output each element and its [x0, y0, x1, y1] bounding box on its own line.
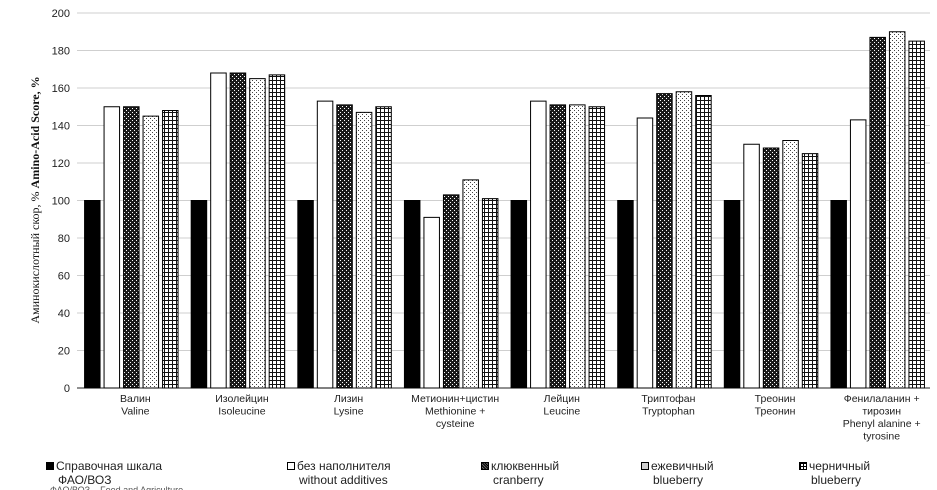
bar-dots [888, 31, 906, 389]
bar-dots [782, 140, 799, 389]
bar-dense [762, 147, 780, 389]
category-label: Lysine [334, 406, 364, 418]
y-tick-label: 80 [58, 233, 70, 245]
bar-dots [569, 104, 586, 389]
bar-grid [268, 74, 286, 389]
bar-solid [84, 200, 101, 389]
bar-grid [481, 198, 499, 389]
category-label: Tryptophan [642, 406, 695, 418]
category-label: cysteine [436, 418, 475, 430]
bar-solid [617, 200, 634, 389]
category-label: Лизин [334, 393, 363, 405]
category-label: Фенилаланин + [844, 393, 920, 405]
bar-white [423, 216, 440, 389]
y-axis-label: Аминокислотный скор, % Amino-Acid Score,… [28, 76, 42, 323]
legend-swatch [287, 462, 295, 470]
bar-dense [336, 104, 353, 389]
bar-grid [375, 106, 392, 389]
legend-label-en: without additives [299, 473, 388, 487]
category-label: Изолейцин [215, 393, 269, 405]
y-tick-label: 0 [64, 383, 70, 395]
category-label: Метионин+цистин [411, 393, 499, 405]
y-tick-label: 160 [52, 83, 70, 95]
legend-item-dots: ежевичный blueberry [641, 459, 714, 487]
bar-white [210, 72, 227, 389]
category-label: Phenyl alanine + [843, 418, 921, 430]
bar-grid [908, 40, 925, 389]
legend-label-en: blueberry [811, 473, 862, 487]
legend-label-en: cranberry [493, 473, 544, 487]
category-label: tyrosine [863, 431, 900, 443]
bar-white [743, 143, 760, 389]
bar-dots [249, 78, 266, 389]
bar-grid [162, 110, 179, 389]
footer-fragment: ФАО/ВОЗ – Food and Agriculture [50, 485, 184, 490]
y-axis-label-ru: Аминокислотный скор, % [28, 191, 42, 323]
bar-white [849, 119, 867, 389]
category-label: Треонин [755, 393, 796, 405]
bar-dense [229, 72, 247, 389]
category-label: Валин [120, 393, 151, 405]
category-label: Valine [121, 406, 150, 418]
bar-dense [549, 104, 567, 389]
bar-dense [442, 194, 460, 389]
y-tick-label: 20 [58, 346, 70, 358]
legend-label-en: blueberry [653, 473, 704, 487]
category-label: Isoleucine [218, 406, 265, 418]
legend-swatch [799, 462, 807, 470]
legend-label-en: ФАО/ВОЗ [58, 473, 112, 487]
y-tick-label: 120 [52, 158, 70, 170]
legend-swatch [481, 462, 489, 470]
category-label: Methionine + [425, 406, 485, 418]
y-axis-label-en: Amino-Acid Score, % [28, 76, 42, 188]
legend-label: ежевичный [651, 459, 714, 473]
category-label: тирозин [862, 406, 901, 418]
bar-solid [723, 200, 741, 389]
bar-grid [588, 106, 606, 389]
category-label: Триптофан [641, 393, 695, 405]
legend-label: черничный [809, 459, 871, 473]
bar-dots [142, 115, 160, 389]
y-tick-label: 60 [58, 271, 70, 283]
bar-white [103, 106, 121, 389]
legend-item-dense: клюквенный cranberry [481, 459, 559, 487]
bar-solid [830, 200, 847, 389]
bar-solid [510, 200, 528, 389]
category-label: Leucine [543, 406, 580, 418]
bar-white [636, 117, 654, 389]
bar-solid [403, 200, 421, 389]
bar-grid [695, 95, 712, 389]
bar-dots [355, 111, 373, 389]
legend-label: клюквенный [491, 459, 560, 473]
legend-swatch [46, 462, 54, 470]
bar-grid [801, 153, 819, 389]
legend-swatch [641, 462, 649, 470]
svg-text:Аминокислотный скор, % Amino-A: Аминокислотный скор, % Amino-Acid Score,… [28, 76, 42, 323]
legend-item-white: без наполнителя without additives [287, 459, 391, 487]
bar-dense [869, 36, 886, 389]
category-label: Лейцин [544, 393, 580, 405]
bar-solid [297, 200, 314, 389]
category-label: Треонин [755, 406, 796, 418]
bar-white [316, 100, 334, 389]
legend-label: Справочная шкала [56, 459, 163, 473]
y-tick-label: 180 [52, 46, 70, 58]
y-tick-label: 140 [52, 121, 70, 133]
legend-item-solid: Справочная шкала ФАО/ВОЗ [46, 459, 162, 487]
bar-dots [462, 179, 479, 389]
legend-label: без наполнителя [297, 459, 391, 473]
y-tick-label: 200 [52, 8, 70, 20]
bar-dense [123, 106, 140, 389]
y-tick-label: 100 [52, 196, 70, 208]
bar-white [530, 100, 547, 389]
bar-dots [675, 91, 693, 389]
legend-item-grid: черничный blueberry [799, 459, 870, 487]
bar-dense [656, 93, 673, 389]
y-tick-label: 40 [58, 308, 70, 320]
bar-solid [190, 200, 208, 389]
